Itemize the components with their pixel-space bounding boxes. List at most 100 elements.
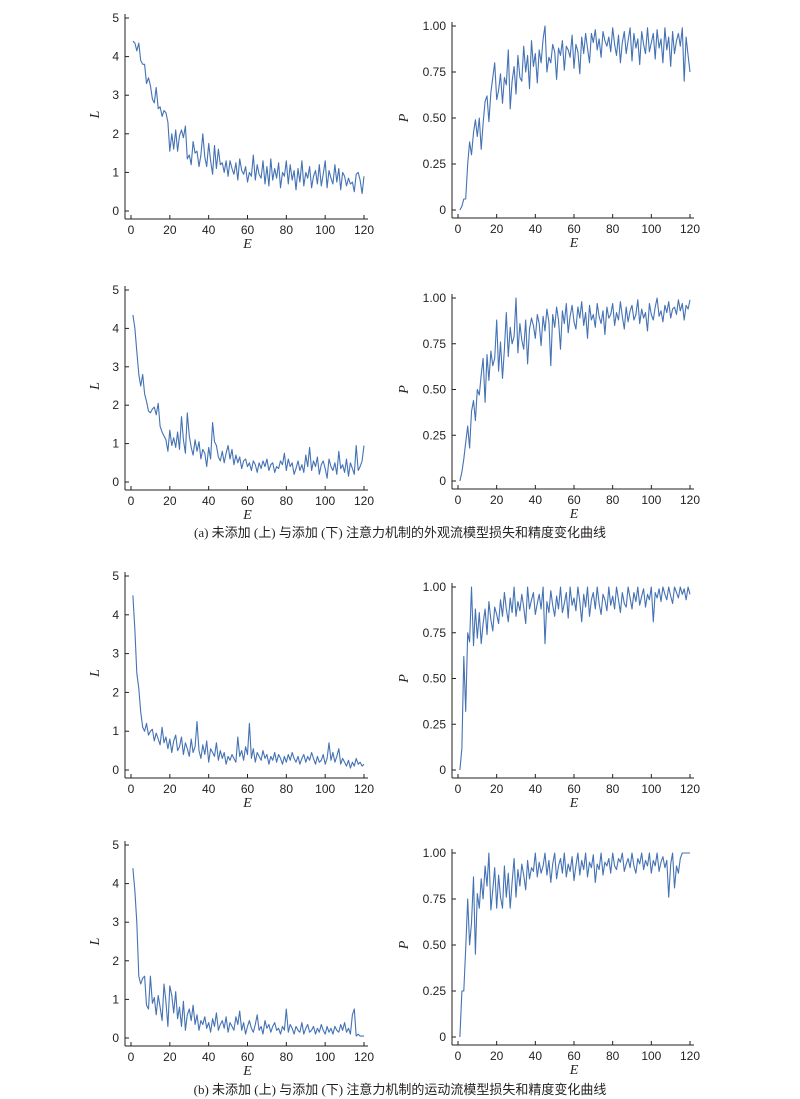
chart-2-x-axis-label: E xyxy=(569,236,579,251)
chart-8-y-tick-label: 0.25 xyxy=(423,984,447,998)
chart-3-x-tick-label: 60 xyxy=(241,494,255,508)
chart-2-y-tick-label: 0.75 xyxy=(423,65,447,79)
chart-4-y-tick-label: 0.75 xyxy=(423,337,447,351)
chart-8-x-axis-label: E xyxy=(569,1063,579,1078)
chart-4-y-axis-label: P xyxy=(397,385,412,395)
chart-2-x-tick-label: 120 xyxy=(680,222,700,236)
chart-5-y-axis-label: L xyxy=(88,669,103,678)
chart-5-y-tick-label: 0 xyxy=(112,763,119,777)
chart-2-y-tick-label: 0.25 xyxy=(423,157,447,171)
chart-8-y-tick-label: 0 xyxy=(439,1030,446,1044)
chart-6-x-tick-label: 20 xyxy=(490,782,504,796)
chart-5-x-axis-label: E xyxy=(242,796,252,811)
chart-6-series-line xyxy=(459,586,691,771)
chart-1-x-axis-label: E xyxy=(242,237,252,252)
chart-3-y-tick-label: 1 xyxy=(112,437,119,451)
chart-4-y-tick-label: 0.50 xyxy=(423,383,447,397)
chart-3-y-tick-label: 0 xyxy=(112,475,119,489)
chart-6-x-tick-label: 40 xyxy=(529,782,543,796)
chart-3-x-axis-label: E xyxy=(242,508,252,523)
chart-6-x-tick-label: 100 xyxy=(641,782,661,796)
chart-1-y-tick-label: 1 xyxy=(112,165,119,179)
chart-5-x-tick-label: 0 xyxy=(128,782,135,796)
chart-2-y-tick-label: 0 xyxy=(439,203,446,217)
chart-6-x-tick-label: 120 xyxy=(680,782,700,796)
chart-7-x-tick-label: 40 xyxy=(202,1050,216,1064)
chart-7-x-tick-label: 60 xyxy=(241,1050,255,1064)
chart-8-y-tick-label: 0.50 xyxy=(423,938,447,952)
chart-3-y-tick-label: 2 xyxy=(112,398,119,412)
chart-2-y-tick-label: 0.50 xyxy=(423,111,447,125)
chart-7-x-tick-label: 80 xyxy=(280,1050,294,1064)
chart-2-x-tick-label: 20 xyxy=(490,222,504,236)
chart-2-x-tick-label: 0 xyxy=(455,222,462,236)
chart-6-y-tick-label: 0.50 xyxy=(423,672,447,686)
chart-2-y-axis-label: P xyxy=(397,113,412,123)
chart-6-y-tick-label: 1.00 xyxy=(423,580,447,594)
chart-2-x-tick-label: 80 xyxy=(606,222,620,236)
chart-4-x-tick-label: 60 xyxy=(567,493,581,507)
chart-8-y-tick-label: 1.00 xyxy=(423,846,447,860)
chart-5-x-tick-label: 100 xyxy=(315,782,335,796)
chart-4-x-tick-label: 80 xyxy=(606,493,620,507)
chart-7-x-axis-label: E xyxy=(242,1064,252,1079)
chart-1-x-tick-label: 40 xyxy=(202,223,216,237)
chart-8-x-tick-label: 100 xyxy=(641,1049,661,1063)
chart-7-y-tick-label: 0 xyxy=(112,1031,119,1045)
chart-6-y-tick-label: 0.25 xyxy=(423,717,447,731)
chart-5-y-tick-label: 4 xyxy=(112,608,119,622)
chart-5-y-tick-label: 1 xyxy=(112,724,119,738)
chart-6-x-tick-label: 60 xyxy=(567,782,581,796)
chart-2-x-tick-label: 60 xyxy=(567,222,581,236)
caption-b: (b) 未添加 (上) 与添加 (下) 注意力机制的运动流模型损失和精度变化曲线 xyxy=(194,1082,607,1097)
chart-1-x-tick-label: 60 xyxy=(241,223,255,237)
chart-6-x-tick-label: 0 xyxy=(455,782,462,796)
chart-5-series-line xyxy=(132,595,365,769)
chart-5-y-tick-label: 3 xyxy=(112,647,119,661)
chart-3-y-tick-label: 3 xyxy=(112,360,119,374)
chart-8-x-tick-label: 80 xyxy=(606,1049,620,1063)
chart-8-x-tick-label: 120 xyxy=(680,1049,700,1063)
chart-3-x-tick-label: 20 xyxy=(163,494,177,508)
chart-7-x-tick-label: 20 xyxy=(163,1050,177,1064)
chart-4-y-tick-label: 0.25 xyxy=(423,428,447,442)
chart-5-x-tick-label: 40 xyxy=(202,782,216,796)
chart-3-x-tick-label: 0 xyxy=(128,494,135,508)
chart-1-x-tick-label: 80 xyxy=(280,223,294,237)
chart-7-y-axis-label: L xyxy=(88,937,103,946)
chart-1-y-tick-label: 0 xyxy=(112,204,119,218)
chart-6-x-tick-label: 80 xyxy=(606,782,620,796)
chart-3-y-tick-label: 4 xyxy=(112,321,119,335)
chart-8-x-tick-label: 40 xyxy=(529,1049,543,1063)
chart-8-y-tick-label: 0.75 xyxy=(423,892,447,906)
chart-4-x-tick-label: 120 xyxy=(680,493,700,507)
chart-5-x-tick-label: 20 xyxy=(163,782,177,796)
chart-7-y-tick-label: 1 xyxy=(112,992,119,1006)
chart-4-x-tick-label: 0 xyxy=(455,493,462,507)
chart-5-x-tick-label: 120 xyxy=(354,782,374,796)
chart-6-y-tick-label: 0.75 xyxy=(423,626,447,640)
chart-3-y-axis-label: L xyxy=(88,382,103,391)
chart-1-y-tick-label: 2 xyxy=(112,127,119,141)
chart-8-x-tick-label: 60 xyxy=(567,1049,581,1063)
chart-4-x-tick-label: 100 xyxy=(641,493,661,507)
chart-4-series-line xyxy=(459,297,691,482)
chart-7-x-tick-label: 100 xyxy=(315,1050,335,1064)
chart-3-x-tick-label: 40 xyxy=(202,494,216,508)
chart-7-y-tick-label: 5 xyxy=(112,838,119,852)
chart-7-x-tick-label: 120 xyxy=(354,1050,374,1064)
chart-4-y-tick-label: 1.00 xyxy=(423,291,447,305)
chart-8-x-tick-label: 20 xyxy=(490,1049,504,1063)
chart-1-x-tick-label: 20 xyxy=(163,223,177,237)
chart-7-y-tick-label: 3 xyxy=(112,915,119,929)
chart-2-series-line xyxy=(459,25,691,211)
chart-1-x-tick-label: 0 xyxy=(128,223,135,237)
chart-3-y-tick-label: 5 xyxy=(112,283,119,297)
chart-4-x-tick-label: 20 xyxy=(490,493,504,507)
chart-7-x-tick-label: 0 xyxy=(128,1050,135,1064)
chart-6-x-axis-label: E xyxy=(569,796,579,811)
chart-1-x-tick-label: 120 xyxy=(354,223,374,237)
chart-4-x-tick-label: 40 xyxy=(529,493,543,507)
chart-5-x-tick-label: 60 xyxy=(241,782,255,796)
